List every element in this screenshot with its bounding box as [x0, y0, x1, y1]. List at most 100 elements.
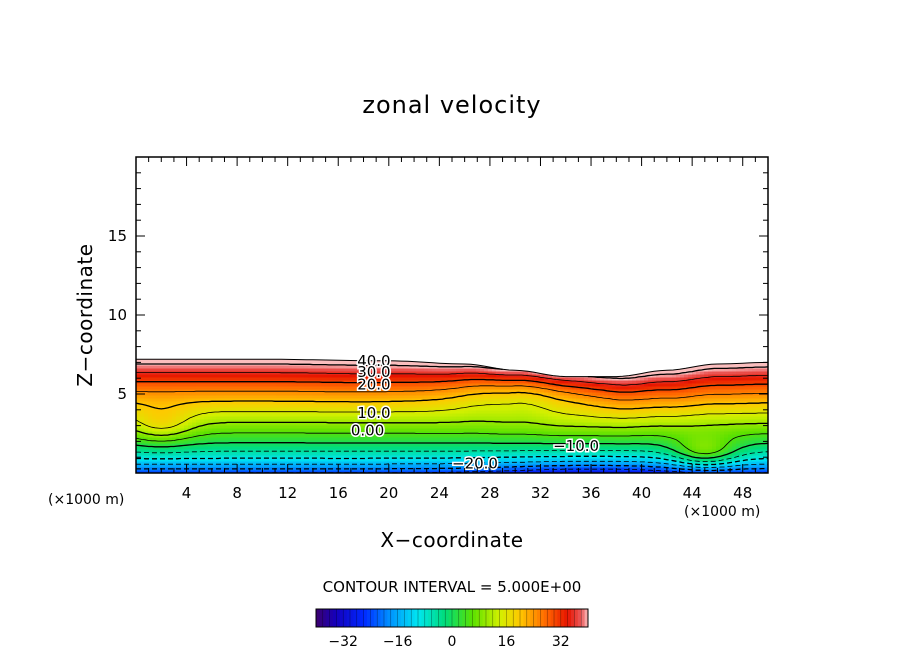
- field-cell: [424, 452, 429, 456]
- field-cell: [592, 380, 597, 384]
- field-cell: [304, 401, 309, 405]
- field-cell: [324, 443, 329, 447]
- field-cell: [328, 359, 333, 363]
- field-cell: [504, 389, 509, 393]
- field-cell: [356, 461, 361, 465]
- field-cell: [352, 398, 357, 402]
- field-cell: [152, 461, 157, 465]
- field-cell: [296, 425, 301, 429]
- field-cell: [272, 365, 277, 369]
- field-cell: [212, 440, 217, 444]
- field-cell: [468, 389, 473, 393]
- field-cell: [296, 359, 301, 363]
- field-cell: [224, 404, 229, 408]
- field-cell: [148, 416, 153, 420]
- field-cell: [592, 431, 597, 435]
- field-cell: [548, 428, 553, 432]
- field-cell: [348, 413, 353, 417]
- field-cell: [352, 455, 357, 459]
- field-cell: [488, 437, 493, 441]
- field-cell: [524, 419, 529, 423]
- field-cell: [328, 461, 333, 465]
- field-cell: [560, 377, 565, 381]
- field-cell: [608, 386, 613, 390]
- field-cell: [424, 401, 429, 405]
- field-cell: [420, 425, 425, 429]
- field-cell: [176, 446, 181, 450]
- field-cell: [360, 386, 365, 390]
- field-cell: [556, 443, 561, 447]
- field-cell: [228, 416, 233, 420]
- field-cell: [260, 434, 265, 438]
- field-cell: [532, 425, 537, 429]
- field-cell: [312, 386, 317, 390]
- field-cell: [392, 428, 397, 432]
- field-cell: [452, 374, 457, 378]
- field-cell: [192, 365, 197, 369]
- field-cell: [612, 431, 617, 435]
- field-cell: [480, 395, 485, 399]
- field-cell: [320, 404, 325, 408]
- field-cell: [200, 401, 205, 405]
- field-cell: [216, 407, 221, 411]
- field-cell: [208, 434, 213, 438]
- field-cell: [392, 404, 397, 408]
- field-cell: [192, 428, 197, 432]
- field-cell: [452, 443, 457, 447]
- field-cell: [256, 383, 261, 387]
- field-cell: [452, 440, 457, 444]
- field-cell: [240, 416, 245, 420]
- field-cell: [560, 380, 565, 384]
- field-cell: [168, 416, 173, 420]
- field-cell: [160, 437, 165, 441]
- field-cell: [412, 386, 417, 390]
- field-cell: [284, 359, 289, 363]
- field-cell: [552, 386, 557, 390]
- field-cell: [564, 431, 569, 435]
- field-cell: [416, 437, 421, 441]
- field-cell: [536, 470, 541, 473]
- field-cell: [180, 428, 185, 432]
- field-cell: [280, 452, 285, 456]
- field-cell: [460, 437, 465, 441]
- field-cell: [536, 458, 541, 462]
- field-cell: [356, 416, 361, 420]
- field-cell: [472, 461, 477, 465]
- field-cell: [548, 452, 553, 456]
- field-cell: [540, 410, 545, 414]
- field-cell: [212, 428, 217, 432]
- field-cell: [508, 407, 513, 411]
- field-cell: [420, 452, 425, 456]
- field-cell: [588, 467, 593, 471]
- field-cell: [212, 425, 217, 429]
- field-cell: [596, 458, 601, 462]
- field-cell: [400, 422, 405, 426]
- field-cell: [196, 398, 201, 402]
- field-cell: [348, 374, 353, 378]
- field-cell: [396, 389, 401, 393]
- field-cell: [356, 398, 361, 402]
- field-cell: [356, 440, 361, 444]
- field-cell: [164, 449, 169, 453]
- field-cell: [140, 437, 145, 441]
- field-cell: [572, 464, 577, 468]
- field-cell: [568, 428, 573, 432]
- field-cell: [152, 413, 157, 417]
- field-cell: [532, 407, 537, 411]
- field-cell: [204, 398, 209, 402]
- field-cell: [244, 443, 249, 447]
- field-cell: [428, 374, 433, 378]
- field-cell: [200, 374, 205, 378]
- field-cell: [460, 386, 465, 390]
- field-cell: [420, 419, 425, 423]
- field-cell: [472, 368, 477, 372]
- field-cell: [176, 374, 181, 378]
- field-cell: [440, 386, 445, 390]
- field-cell: [436, 425, 441, 429]
- field-cell: [224, 440, 229, 444]
- field-cell: [324, 404, 329, 408]
- field-cell: [148, 446, 153, 450]
- field-cell: [404, 437, 409, 441]
- field-cell: [548, 419, 553, 423]
- field-cell: [212, 419, 217, 423]
